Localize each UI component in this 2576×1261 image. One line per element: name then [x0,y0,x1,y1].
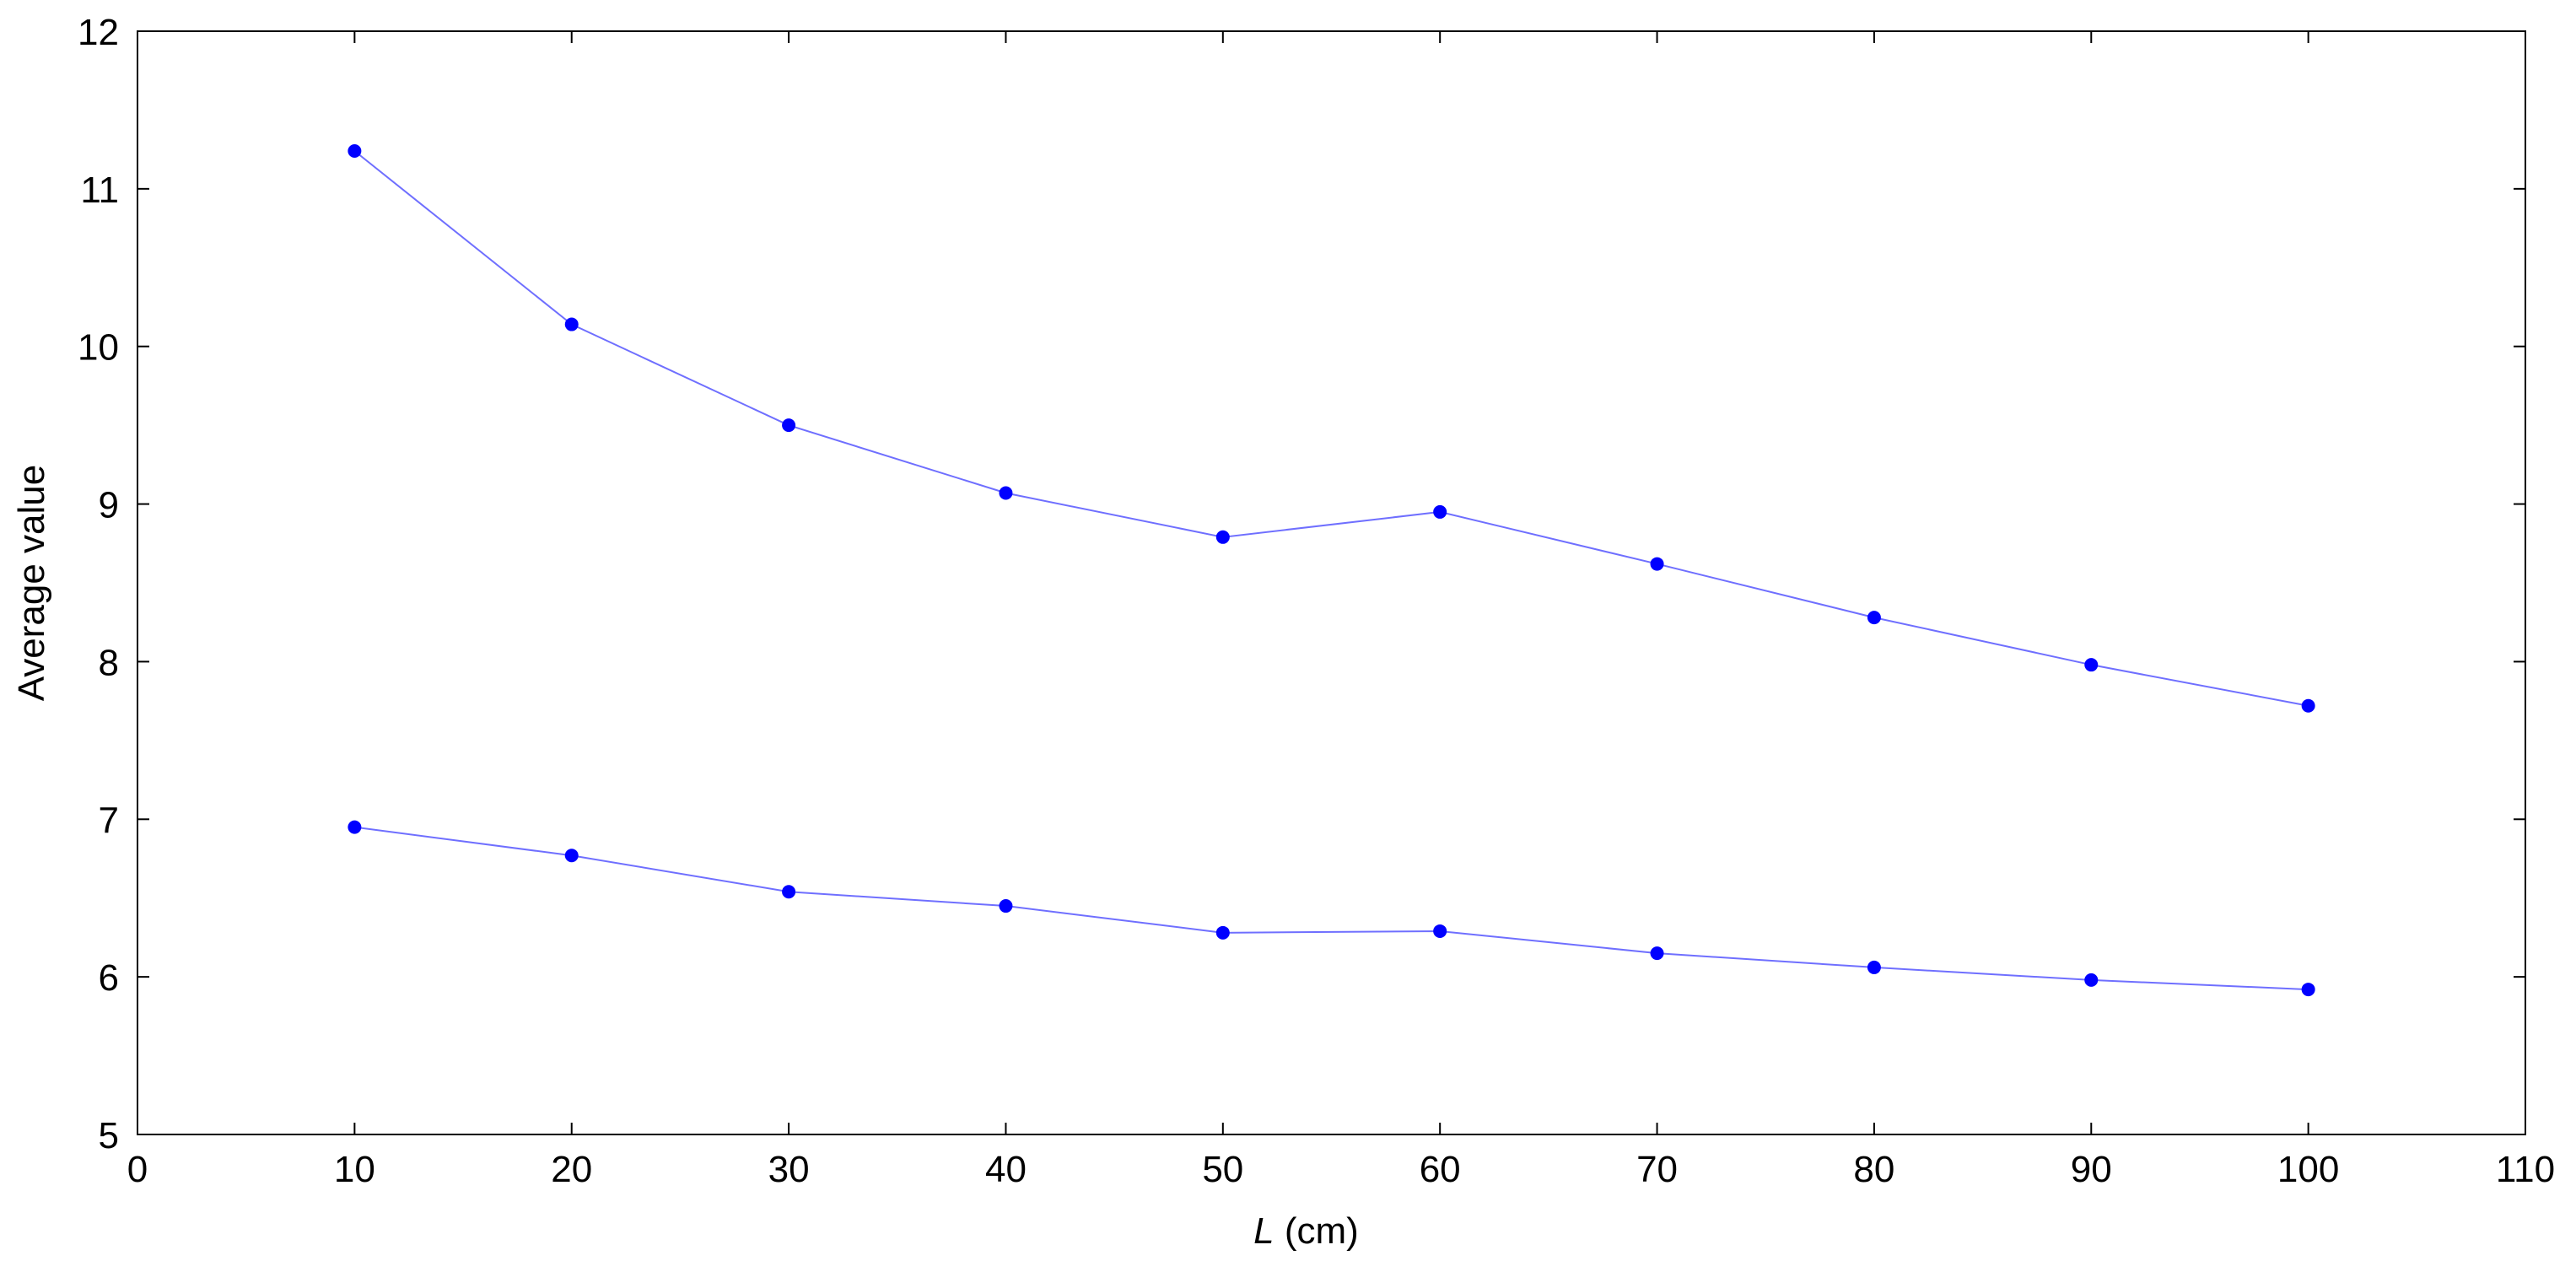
x-axis-title: L (cm) [1253,1210,1359,1252]
x-tick-label: 110 [2496,1149,2555,1190]
x-tick-label: 10 [334,1149,375,1190]
x-tick-label: 70 [1636,1149,1678,1190]
series-1-point [2301,698,2315,713]
series-1-point [348,144,362,159]
series-2-point [348,820,362,834]
series-1-point [564,317,579,331]
series-2-point [999,899,1013,913]
series-2-point [1867,960,1881,974]
y-tick-label: 6 [99,957,119,999]
series-1-line [353,150,2309,707]
plot-area [137,30,2526,1135]
series-1-point [1215,530,1230,544]
x-axis-unit: (cm) [1275,1210,1359,1252]
x-tick-label: 50 [1202,1149,1243,1190]
series-2-line [354,826,2309,991]
x-axis-variable: L [1253,1210,1274,1252]
y-tick-label: 11 [80,170,119,211]
x-tick-label: 40 [985,1149,1027,1190]
y-axis-title: Average value [11,465,52,702]
series-2-point [782,885,796,899]
y-tick-label: 12 [78,12,119,53]
axis-ticks [137,30,2526,1135]
series-2-point [1433,924,1447,938]
y-tick-label: 9 [99,485,119,526]
x-tick-label: 90 [2071,1149,2112,1190]
y-tick-label: 10 [78,327,119,369]
series-1-point [782,418,796,433]
series-1-point [1650,557,1664,571]
tick-labels: 0 10 20 30 40 50 60 70 80 90 100 110 5 6 7 8 9 10 11 12 [78,12,2555,1190]
series-1-point [2084,658,2099,672]
series-1-point [1867,611,1881,625]
series-markers [348,144,2315,997]
y-tick-label: 7 [99,800,119,841]
x-tick-label: 80 [1853,1149,1894,1190]
x-tick-label: 0 [127,1149,148,1190]
plot-frame [137,30,2526,1135]
series-2-point [564,849,579,863]
x-tick-label: 100 [2277,1149,2339,1190]
series-2-point [2084,973,2099,987]
series-2-point [1215,925,1230,940]
series-1-point [999,486,1013,500]
x-tick-label: 30 [768,1149,810,1190]
y-tick-label: 5 [99,1115,119,1156]
series-2-point [2301,983,2315,997]
x-tick-label: 20 [551,1149,592,1190]
x-tick-label: 60 [1420,1149,1461,1190]
axis-titles: L (cm) Average value [11,465,1359,1252]
series-lines [353,150,2309,991]
series-2-point [1650,946,1664,961]
y-tick-label: 8 [99,642,119,683]
series-1-point [1433,504,1447,519]
